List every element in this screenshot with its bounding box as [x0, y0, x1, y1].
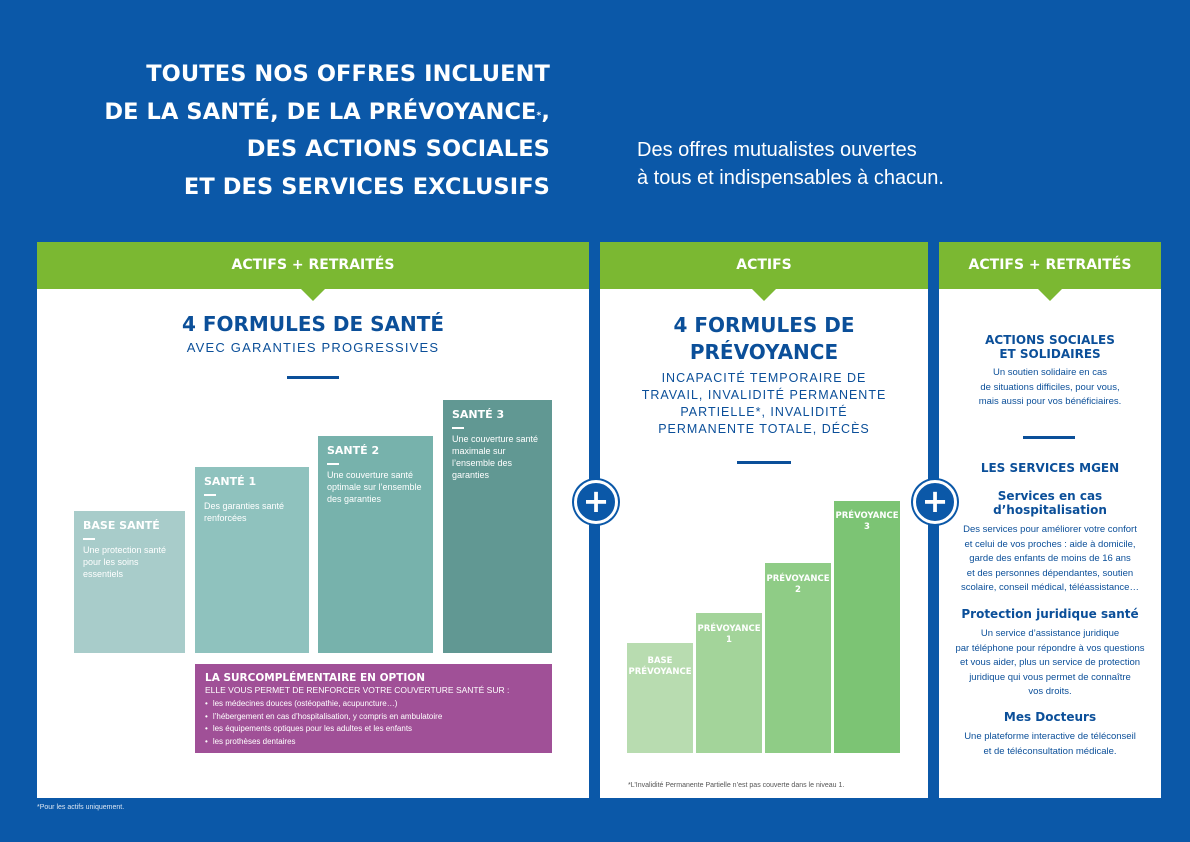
bar-base-sante-desc: Une protection santé pour les soins esse…	[83, 545, 167, 579]
plus-icon: +	[913, 480, 957, 524]
actions-sociales-text: Un soutien solidaire en cas de situation…	[939, 366, 1161, 410]
bar-base-sante-title: BASE SANTÉ	[83, 519, 160, 532]
text-line: et des personnes dépendantes, soutien	[966, 567, 1134, 579]
surcomp-title: LA SURCOMPLÉMENTAIRE EN OPTION	[205, 672, 426, 684]
text-line: Des services pour améliorer votre confor…	[963, 524, 1137, 535]
tagline: Des offres mutualistes ouvertes à tous e…	[637, 136, 944, 192]
heading-line: d’hospitalisation	[993, 503, 1107, 517]
text-line: garde des enfants de moins de 16 ans	[969, 553, 1131, 564]
prevoyance-title-line-1: 4 FORMULES DE	[673, 313, 855, 337]
sante-panel-header: ACTIFS + RETRAITÉS	[37, 242, 589, 301]
bar-sante-1-desc: Des garanties santé renforcées	[204, 501, 285, 523]
sante-subtitle: AVEC GARANTIES PROGRESSIVES	[186, 340, 440, 355]
bar-sante-3-desc: Une couverture santé maximale sur l’ense…	[452, 434, 539, 480]
list-item: l’hébergement en cas d’hospitalisation, …	[205, 711, 442, 724]
bar-sante-3-title: SANTÉ 3	[452, 408, 505, 421]
text-line: Un soutien solidaire en cas	[992, 367, 1108, 378]
text-line: Une plateforme interactive de téléconsei…	[964, 731, 1136, 742]
prevoyance-title: 4 FORMULES DE PRÉVOYANCE	[600, 312, 928, 366]
bar-sante-1-title: SANTÉ 1	[204, 475, 257, 488]
bar-label: PRÉVOYANCE	[697, 624, 761, 634]
subtitle-line: TRAVAIL, INVALIDITÉ PERMANENTE	[641, 388, 887, 402]
bar-label: PRÉVOYANCE	[628, 667, 692, 677]
subtitle-line: PARTIELLE*, INVALIDITÉ	[680, 405, 848, 419]
prevoyance-subtitle: INCAPACITÉ TEMPORAIRE DE TRAVAIL, INVALI…	[600, 370, 928, 438]
text-line: et celui de vos proches : aide à domicil…	[964, 538, 1136, 550]
bar-prevoyance-1: PRÉVOYANCE 1	[696, 613, 762, 753]
actions-sociales-title: ACTIONS SOCIALES ET SOLIDAIRES	[939, 333, 1161, 361]
prevoyance-footnote: *L’Invalidité Permanente Partielle n’est…	[628, 782, 845, 789]
bar-prevoyance-3: PRÉVOYANCE 3	[834, 501, 900, 753]
bar-underline	[204, 494, 216, 496]
text-line: scolaire, conseil médical, téléassistanc…	[961, 582, 1139, 593]
text-line: vos droits.	[1028, 686, 1072, 697]
bar-label: 3	[864, 522, 870, 532]
text-line: et vous aider, plus un service de protec…	[959, 657, 1141, 668]
text-line: de situations difficiles, pour vous,	[980, 381, 1120, 393]
bar-label: 1	[726, 635, 732, 645]
asterisk-mark: *	[536, 110, 542, 121]
protection-juridique-text: Un service d’assistance juridique par té…	[939, 627, 1161, 700]
bar-sante-2-desc: Une couverture santé optimale sur l’ense…	[327, 470, 422, 504]
list-item: les médecines douces (ostéopathie, acupu…	[205, 698, 442, 711]
subtitle-line: INCAPACITÉ TEMPORAIRE DE	[661, 371, 867, 385]
bar-underline	[83, 538, 95, 540]
heading-line: ACTIONS SOCIALES	[985, 333, 1115, 347]
services-mgen-title: LES SERVICES MGEN	[980, 461, 1120, 475]
services-divider	[1023, 436, 1075, 439]
surcomp-subtitle: ELLE VOUS PERMET DE RENFORCER VOTRE COUV…	[205, 685, 510, 695]
surcomplementaire-box: LA SURCOMPLÉMENTAIRE EN OPTION ELLE VOUS…	[195, 664, 552, 753]
tagline-line-2: à tous et indispensables à chacun.	[637, 167, 944, 189]
sante-footnote: *Pour les actifs uniquement.	[37, 804, 125, 811]
headline-line-2: DE LA SANTÉ, DE LA PRÉVOYANCE*,	[104, 98, 550, 125]
bar-underline	[327, 463, 339, 465]
mes-docteurs-text: Une plateforme interactive de téléconsei…	[939, 730, 1161, 759]
prevoyance-panel-header: ACTIFS	[600, 242, 928, 301]
list-item: les prothèses dentaires	[205, 736, 442, 749]
prevoyance-title-line-2: PRÉVOYANCE	[689, 340, 839, 364]
subtitle-line: PERMANENTE TOTALE, DÉCÈS	[658, 422, 870, 436]
text-line: juridique qui vous permet de connaître	[969, 671, 1131, 683]
bar-prevoyance-2: PRÉVOYANCE 2	[765, 563, 831, 753]
text-line: mais aussi pour vos bénéficiaires.	[978, 396, 1122, 407]
bar-sante-2-title: SANTÉ 2	[327, 444, 380, 457]
bar-label: BASE	[647, 656, 673, 666]
bar-label: PRÉVOYANCE	[835, 511, 899, 521]
heading-line: ET SOLIDAIRES	[999, 347, 1101, 361]
surcomp-list: les médecines douces (ostéopathie, acupu…	[205, 698, 442, 748]
bar-underline	[452, 427, 464, 429]
list-item: les équipements optiques pour les adulte…	[205, 723, 442, 736]
text-line: Un service d’assistance juridique	[980, 628, 1120, 639]
protection-juridique-title: Protection juridique santé	[961, 607, 1139, 621]
bar-label: PRÉVOYANCE	[766, 574, 830, 584]
heading-line: Services en cas	[997, 489, 1103, 503]
hospitalisation-title: Services en cas d’hospitalisation	[939, 489, 1161, 517]
prevoyance-divider	[737, 461, 791, 464]
bar-sante-3: SANTÉ 3 Une couverture santé maximale su…	[443, 400, 552, 653]
headline-line-1: TOUTES NOS OFFRES INCLUENT	[146, 61, 550, 87]
text-line: et de téléconsultation médicale.	[983, 745, 1117, 757]
plus-icon: +	[574, 480, 618, 524]
bar-base-prevoyance: BASE PRÉVOYANCE	[627, 643, 693, 753]
services-panel: ACTIFS + RETRAITÉS ACTIONS SOCIALES ET S…	[939, 242, 1161, 798]
text-line: par téléphone pour répondre à vos questi…	[955, 642, 1145, 654]
sante-divider	[287, 376, 339, 379]
bar-sante-2: SANTÉ 2 Une couverture santé optimale su…	[318, 436, 433, 653]
hospitalisation-text: Des services pour améliorer votre confor…	[939, 523, 1161, 596]
mes-docteurs-title: Mes Docteurs	[1003, 710, 1097, 724]
bar-sante-1: SANTÉ 1 Des garanties santé renforcées	[195, 467, 309, 653]
headline-line-4: ET DES SERVICES EXCLUSIFS	[183, 173, 550, 200]
services-panel-header: ACTIFS + RETRAITÉS	[939, 242, 1161, 301]
headline: TOUTES NOS OFFRES INCLUENT DE LA SANTÉ, …	[104, 56, 550, 206]
bar-label: 2	[795, 585, 801, 595]
tagline-line-1: Des offres mutualistes ouvertes	[637, 139, 917, 161]
headline-line-3: DES ACTIONS SOCIALES	[246, 136, 550, 162]
bar-base-sante: BASE SANTÉ Une protection santé pour les…	[74, 511, 185, 653]
sante-title: 4 FORMULES DE SANTÉ	[181, 312, 444, 336]
